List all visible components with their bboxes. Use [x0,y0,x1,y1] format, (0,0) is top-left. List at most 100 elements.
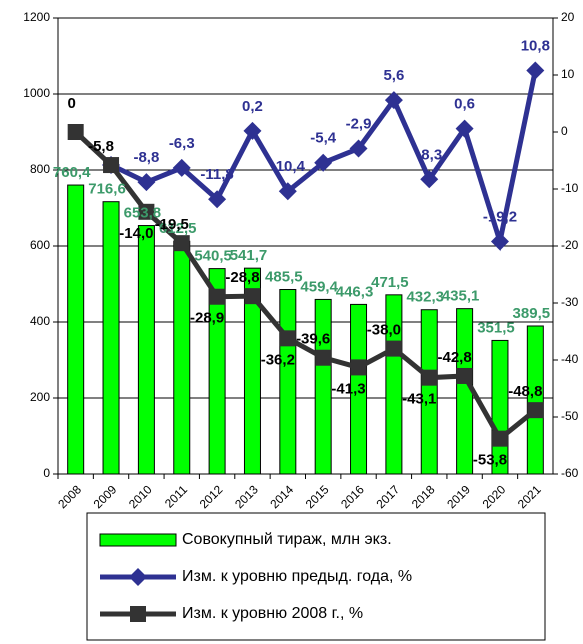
value-label: -5,4 [310,130,337,147]
value-label: -48,8 [508,383,542,400]
bar [208,268,226,475]
marker [491,430,508,447]
marker [67,124,84,140]
legend-label: Изм. к уровню предыд. года, % [182,568,412,585]
x-tick-label: 2014 [267,482,296,511]
value-label: -5,8 [88,138,114,155]
value-label: 5,6 [383,67,404,84]
y-tick-label: 0 [43,466,50,480]
value-label: 446,3 [336,283,374,300]
marker [278,182,297,201]
y-tick-label: 1000 [23,86,50,100]
x-tick-label: 2015 [303,482,332,511]
marker [384,91,403,110]
value-label: -6,3 [169,135,195,152]
bar [350,303,368,475]
marker [350,359,367,376]
bar [137,225,155,475]
value-label: -8,3 [416,146,442,163]
marker [103,157,120,174]
y2-tick-label: 10 [561,67,575,81]
bar [456,308,474,475]
y2-tick-label: -60 [561,466,579,480]
x-tick-label: 2012 [197,482,226,511]
y2-tick-label: -40 [561,352,579,366]
value-label: 0,2 [242,98,263,115]
value-label: -38,0 [367,322,401,339]
value-label: 432,3 [406,289,444,306]
value-label: 541,7 [230,247,268,264]
value-label: 612,5 [159,220,197,237]
bar [420,309,438,475]
x-tick-label: 2016 [338,482,367,511]
bar [243,267,261,475]
value-label: -10,4 [271,158,306,175]
marker [279,330,296,347]
value-label: 471,5 [371,274,409,291]
value-label: 760,4 [53,164,91,181]
marker [173,235,190,252]
y2-tick-label: 20 [561,10,575,24]
legend-marker [129,568,147,586]
value-label: -11,8 [200,166,233,183]
marker [138,203,155,220]
value-label: -43,1 [402,391,436,408]
marker [456,367,473,384]
value-label: -53,8 [473,452,507,469]
y2-tick-label: 0 [561,124,568,138]
marker [208,190,227,209]
legend-marker [130,606,146,622]
value-label: 540,5 [194,248,232,265]
x-tick-label: 2017 [373,482,402,511]
bar [102,201,120,475]
value-label: -19,2 [483,208,517,225]
bar [314,298,332,475]
bar [173,240,191,475]
marker [137,173,156,192]
x-tick-label: 2010 [126,482,155,511]
value-label: 389,5 [513,305,551,322]
x-tick-label: 2009 [91,482,120,511]
marker [314,153,333,172]
y-tick-label: 200 [30,390,50,404]
marker [172,158,191,177]
value-label: -39,6 [296,331,330,348]
y-tick-label: 800 [30,162,50,176]
x-tick-label: 2021 [515,482,544,511]
marker [315,349,332,366]
marker [455,119,474,138]
y2-tick-label: -50 [561,409,579,423]
marker [349,139,368,158]
y2-tick-label: -20 [561,238,579,252]
bar [279,289,297,475]
bar [385,294,403,475]
bar [526,325,544,475]
value-label: 716,6 [88,181,126,198]
marker [526,61,545,80]
x-tick-label: 2020 [480,482,509,511]
marker [244,288,261,305]
value-label: 0,6 [454,96,475,113]
value-label: 0 [68,95,76,112]
marker [420,170,439,189]
value-label: -14,0 [119,225,153,242]
value-label: -19,5 [155,216,189,233]
value-label: 459,4 [300,278,338,295]
marker [490,232,509,251]
value-label: 653,8 [124,205,162,222]
y-tick-label: 1200 [23,10,50,24]
legend-label: Изм. к уровню 2008 г., % [182,605,363,622]
x-tick-label: 2013 [232,482,261,511]
bar [67,184,85,475]
value-label: -2,9 [346,115,372,132]
legend-label: Совокупный тираж, млн экз. [182,531,392,548]
value-label: -42,8 [438,349,472,366]
y2-tick-label: -30 [561,295,579,309]
x-tick-label: 2011 [162,482,190,510]
value-label: -8,8 [133,149,159,166]
legend-swatch [99,533,177,547]
x-tick-label: 2019 [444,482,473,511]
value-label: -28,8 [225,269,259,286]
x-tick-label: 2018 [409,482,438,511]
